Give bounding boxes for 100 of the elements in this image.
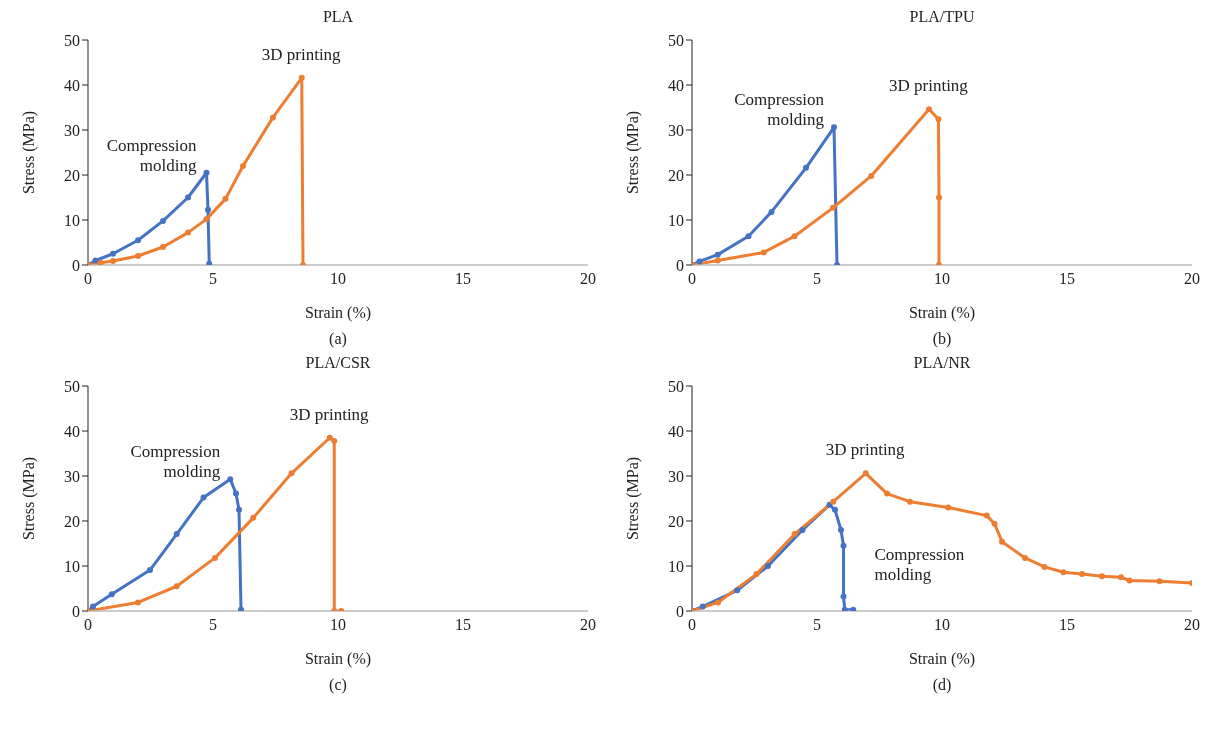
y-tick-label: 30 (668, 121, 684, 139)
y-tick-label: 10 (64, 557, 80, 575)
point (135, 599, 141, 606)
x-tick-label: 5 (813, 270, 821, 288)
point (832, 506, 838, 513)
y-tick-label: 30 (64, 467, 80, 485)
y-tick-label: 20 (668, 512, 684, 530)
point (250, 514, 257, 521)
y-tick-label: 40 (668, 76, 684, 94)
x-axis-title: Strain (%) (908, 304, 976, 322)
point (850, 606, 857, 611)
point (97, 259, 104, 265)
point (1118, 574, 1124, 581)
y-tick-label: 10 (64, 211, 80, 229)
y-axis-title: Stress (MPa) (623, 110, 642, 195)
x-tick-label: 15 (455, 616, 471, 634)
x-tick-label: 5 (209, 616, 217, 634)
point (1156, 578, 1163, 585)
y-tick-label: 10 (668, 557, 684, 575)
point (173, 583, 180, 590)
point (799, 527, 806, 533)
text: (b) (931, 330, 953, 348)
point (90, 603, 96, 610)
point (200, 494, 207, 501)
chart-title: PLA/TPU (908, 8, 976, 27)
y-tick-label: 50 (668, 377, 684, 395)
x-tick-label: 20 (1184, 616, 1200, 634)
point (862, 470, 869, 477)
point (803, 164, 809, 171)
x-tick-label: 10 (934, 270, 950, 288)
x-axis-title: Strain (%) (908, 650, 976, 668)
point (185, 194, 191, 201)
y-tick-label: 20 (64, 166, 80, 184)
series-label: Compression molding (106, 135, 197, 175)
y-tick-label: 50 (64, 377, 80, 395)
point (160, 244, 166, 250)
point (831, 124, 837, 131)
point (92, 257, 99, 264)
point (753, 571, 760, 578)
point (206, 260, 213, 265)
point (326, 434, 333, 441)
x-tick-label: 0 (84, 270, 92, 288)
series-label: 3D printing (825, 440, 906, 460)
x-tick-label: 10 (934, 616, 950, 634)
point (841, 606, 848, 611)
y-tick-label: 40 (64, 76, 80, 94)
point (270, 114, 276, 121)
point (714, 251, 721, 258)
chart-title: PLA/CSR (304, 354, 372, 373)
text: (a) (328, 330, 348, 348)
point (1099, 573, 1105, 580)
point (160, 217, 166, 224)
point (135, 253, 141, 259)
point (765, 563, 771, 569)
x-tick-label: 15 (455, 270, 471, 288)
point (838, 527, 844, 533)
point (884, 490, 890, 497)
chart-title: PLA/NR (912, 354, 972, 373)
x-tick-label: 0 (688, 616, 696, 634)
y-tick-label: 0 (72, 256, 80, 274)
point (936, 194, 942, 201)
series-label: Compression molding (130, 442, 221, 482)
y-tick-label: 40 (64, 422, 80, 440)
y-axis-title: Stress (MPa) (19, 456, 38, 541)
x-tick-label: 10 (330, 270, 346, 288)
text: (c) (328, 676, 348, 694)
y-tick-label: 20 (64, 512, 80, 530)
point (768, 208, 775, 215)
point (791, 233, 798, 240)
text: (d) (931, 676, 953, 694)
point (135, 237, 141, 244)
x-tick-label: 5 (813, 616, 821, 634)
point (222, 195, 229, 202)
point (791, 531, 798, 538)
point (110, 250, 116, 257)
point (983, 512, 990, 519)
point (715, 599, 721, 606)
point (233, 490, 239, 497)
x-tick-label: 5 (209, 270, 217, 288)
series-label: 3D printing (889, 76, 969, 96)
y-axis-title: Stress (MPa) (623, 456, 642, 541)
point (991, 520, 998, 527)
point (205, 206, 211, 213)
point (999, 538, 1005, 545)
series-label: 3D printing (261, 44, 342, 64)
point (714, 257, 721, 264)
chart-title: PLA (321, 8, 355, 27)
point (108, 591, 115, 598)
point (236, 506, 242, 513)
point (1041, 563, 1048, 570)
x-tick-label: 15 (1059, 270, 1075, 288)
point (1079, 571, 1085, 578)
point (830, 498, 837, 505)
point (699, 603, 706, 610)
point (212, 554, 218, 561)
y-tick-label: 30 (668, 467, 684, 485)
x-axis-title: Strain (%) (304, 650, 372, 668)
x-tick-label: 0 (688, 270, 696, 288)
x-tick-label: 20 (580, 616, 596, 634)
x-tick-label: 15 (1059, 616, 1075, 634)
